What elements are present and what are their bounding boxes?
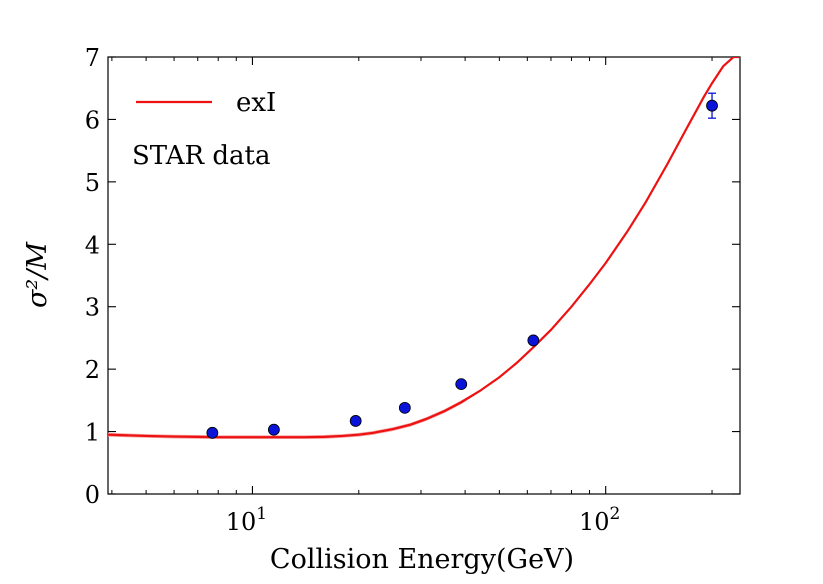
y-tick-label: 6 <box>85 106 100 134</box>
data-point <box>455 378 468 391</box>
data-point <box>706 99 718 112</box>
fit-uncertainty-band <box>108 57 740 440</box>
y-tick-label: 5 <box>85 169 100 197</box>
x-minor-ticks <box>111 57 713 494</box>
y-axis-label: σ²/M <box>22 241 53 308</box>
y-tick-label: 7 <box>85 44 100 72</box>
data-point <box>527 334 540 347</box>
y-tick-label: 2 <box>85 356 100 384</box>
fit-curve-exI <box>108 57 740 439</box>
y-tick-label: 1 <box>85 419 100 447</box>
x-axis-ticks: 101 102 <box>226 57 620 536</box>
data-point <box>398 401 411 414</box>
legend: exI STAR data <box>132 88 276 171</box>
x-tick-label: 101 <box>226 504 267 536</box>
data-point <box>267 423 280 436</box>
y-tick-label: 4 <box>85 231 100 259</box>
y-tick-label: 0 <box>85 481 100 509</box>
data-point <box>206 426 219 439</box>
plot-frame <box>107 56 741 495</box>
data-point <box>349 415 362 427</box>
x-tick-label: 102 <box>579 504 620 536</box>
x-axis-label: Collision Energy(GeV) <box>270 544 574 575</box>
data-points <box>206 92 718 439</box>
legend-label-star-data: STAR data <box>132 141 270 171</box>
y-axis-ticks: 0 1 2 3 4 5 6 7 <box>85 44 740 509</box>
legend-label-exI: exI <box>236 88 276 118</box>
y-tick-label: 3 <box>85 294 100 322</box>
